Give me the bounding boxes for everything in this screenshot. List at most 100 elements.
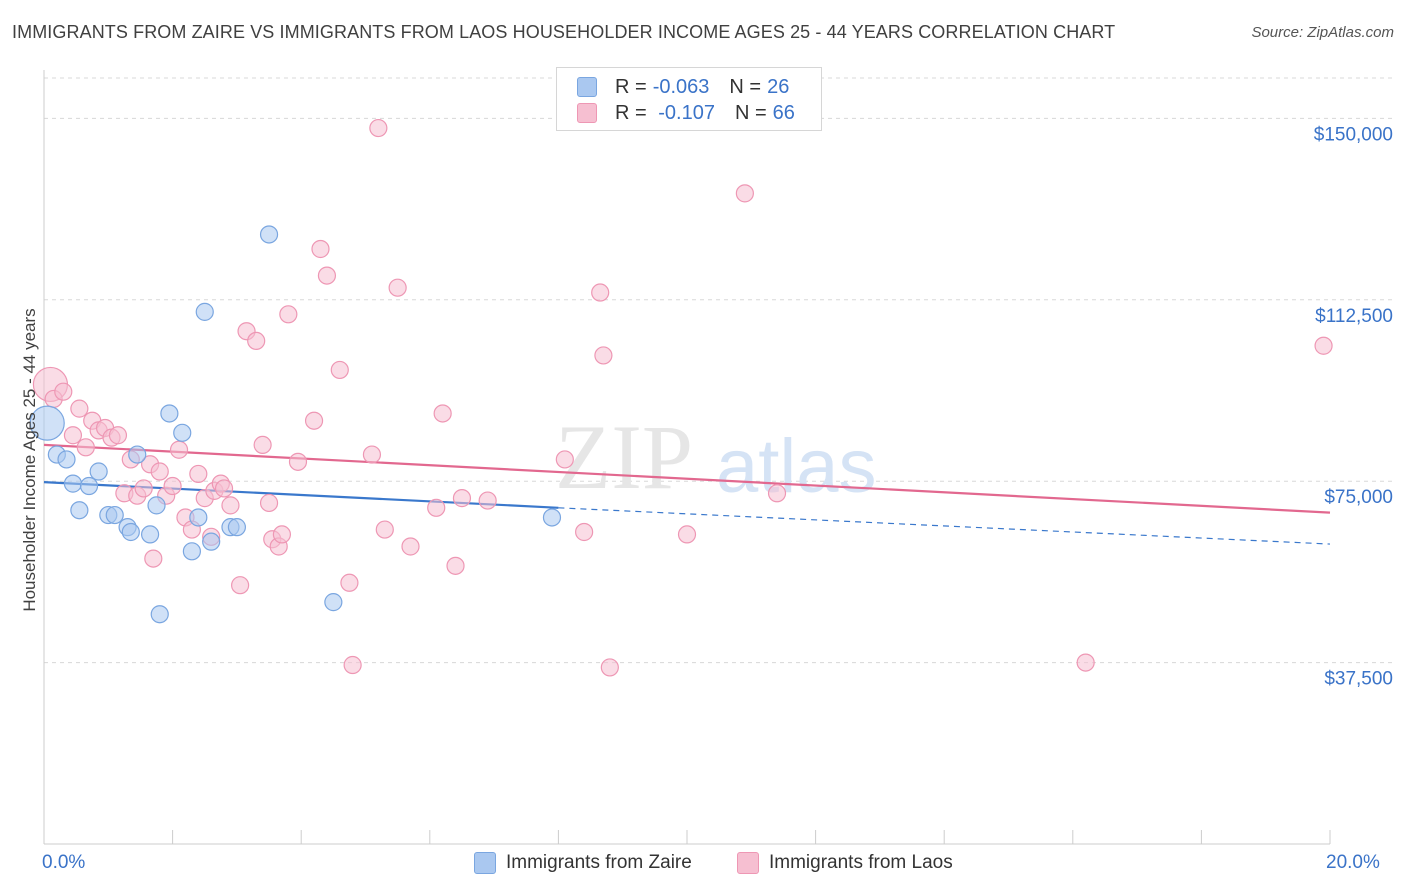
source-label: Source: ZipAtlas.com [1251,24,1394,41]
series-zaire-points [29,225,562,624]
data-point-laos [677,525,697,544]
data-point-laos [1314,336,1333,355]
watermark-zip: ZIP [555,406,693,508]
data-point-laos [735,184,754,203]
data-point-laos [330,360,349,380]
data-point-laos [259,493,279,513]
data-point-laos [575,522,594,542]
data-point-laos [288,452,308,471]
data-point-laos [375,520,394,539]
data-point-laos [594,346,613,365]
legend-item-laos: Immigrants from Laos [737,852,953,874]
legend-n-label: N = [734,101,767,124]
data-point-zaire [70,501,89,520]
series-legend: Immigrants from Zaire Immigrants from La… [0,852,1406,878]
data-point-laos [343,655,362,675]
data-point-zaire [63,474,83,493]
correlation-legend: R = -0.063 N = 26 R = -0.107 N = 66 [556,67,822,131]
data-point-zaire [202,532,221,551]
series-laos-points [32,118,1333,677]
watermark-atlas: atlas [716,424,877,509]
y-tick-label: $150,000 [1314,124,1393,145]
trend-line-laos [43,443,1331,514]
data-point-laos [304,411,324,430]
axes [43,70,1331,845]
data-point-zaire [105,505,124,525]
legend-row-laos: R = -0.107 N = 66 [577,101,795,125]
trend-line-zaire-extension [558,507,1331,545]
legend-r-label: R = [615,75,647,98]
data-point-laos [63,426,83,445]
data-point-zaire [160,404,179,423]
data-point-zaire [89,462,108,481]
data-point-laos [163,476,182,496]
data-point-zaire [29,405,65,441]
data-point-laos [144,549,163,568]
data-point-laos [362,445,382,464]
data-point-zaire [324,593,343,612]
data-point-zaire [121,522,140,542]
data-point-laos [767,484,787,503]
data-point-laos [600,658,619,677]
legend-swatch-laos [577,103,597,123]
data-point-laos [401,537,420,556]
y-axis-label-wrap: Householder Income Ages 25 - 44 years [18,70,42,850]
data-point-laos [253,435,272,455]
data-point-laos [54,382,73,401]
data-point-laos [272,525,292,544]
data-point-zaire [57,450,76,469]
data-point-zaire [542,508,562,527]
data-point-laos [433,404,452,423]
data-point-laos [452,489,472,508]
legend-swatch-zaire [474,852,496,874]
x-tick-label-max: 20.0% [1326,852,1380,873]
data-point-laos [478,491,497,510]
data-point-zaire [182,542,201,561]
data-point-zaire [128,445,147,464]
legend-item-zaire: Immigrants from Zaire [474,852,692,874]
data-point-laos [591,283,610,302]
data-point-laos [231,576,250,595]
data-point-laos [221,496,240,515]
data-point-laos [279,305,298,324]
y-tick-labels: $37,500 $75,000 $112,500 $150,000 [1314,124,1393,689]
data-point-zaire [79,476,99,496]
legend-n-value-zaire: 26 [767,75,790,98]
data-point-zaire [147,496,166,515]
data-point-laos [369,118,388,138]
data-point-laos [1076,653,1095,672]
data-point-zaire [150,605,169,624]
y-tick-label: $112,500 [1315,306,1393,327]
grid-lines [44,77,1395,664]
legend-row-zaire: R = -0.063 N = 26 [577,75,789,99]
y-tick-label: $37,500 [1324,669,1393,690]
data-point-laos [247,331,266,350]
data-point-laos [134,479,153,498]
legend-r-value-laos: -0.107 [652,101,715,124]
data-point-zaire [173,423,192,442]
legend-n-value-laos: 66 [772,101,795,124]
data-point-laos [70,399,89,418]
data-point-laos [340,573,359,592]
data-point-laos [76,438,95,457]
data-point-zaire [259,225,279,244]
legend-r-label: R = [615,101,647,124]
y-axis-label: Householder Income Ages 25 - 44 years [20,308,39,612]
data-point-laos [427,498,446,517]
data-point-laos [311,239,330,259]
legend-swatch-zaire [577,77,597,97]
data-point-laos [169,440,189,459]
data-point-laos [189,464,208,484]
watermark: ZIP atlas [555,406,877,509]
data-point-laos [317,266,337,285]
x-tick-label-min: 0.0% [42,852,86,873]
y-tick-label: $75,000 [1324,487,1393,508]
data-point-laos [214,479,234,498]
chart-title: IMMIGRANTS FROM ZAIRE VS IMMIGRANTS FROM… [12,22,1116,42]
data-point-zaire [195,302,214,321]
legend-r-value-zaire: -0.063 [652,75,710,98]
data-point-laos [446,556,465,575]
data-point-laos [555,450,574,469]
data-point-zaire [140,525,160,544]
